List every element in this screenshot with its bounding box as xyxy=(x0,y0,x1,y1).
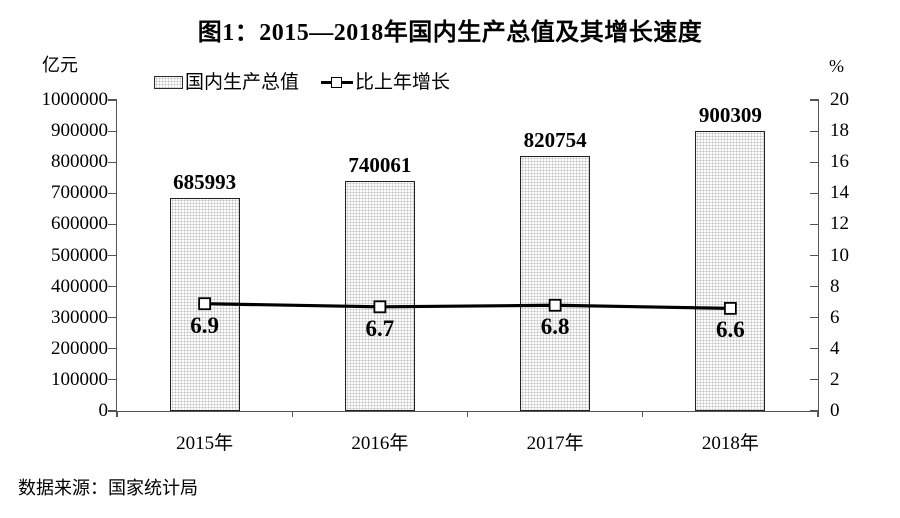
right-axis-tick-label: 14 xyxy=(830,182,849,204)
gdp-bar-value-label: 740061 xyxy=(348,152,412,177)
left-axis-tick xyxy=(108,130,117,132)
gdp-bar xyxy=(344,180,415,411)
legend-item-growth: 比上年增长 xyxy=(321,73,450,92)
left-axis-tick-label: 500000 xyxy=(51,244,108,266)
gdp-bar-value-label: 820754 xyxy=(523,127,587,152)
right-axis-tick xyxy=(809,192,819,194)
right-axis-unit-label: % xyxy=(829,56,844,76)
legend-item-gdp: 国内生产总值 xyxy=(154,73,299,92)
right-axis-tick-label: 18 xyxy=(830,120,849,142)
right-axis-tick xyxy=(809,317,819,319)
right-axis-line xyxy=(817,100,819,413)
left-axis-tick xyxy=(108,317,117,319)
right-axis-tick xyxy=(809,410,819,412)
right-axis-tick xyxy=(809,130,819,132)
growth-value-label: 6.6 xyxy=(716,317,745,343)
legend: 国内生产总值 比上年增长 xyxy=(154,73,450,92)
right-axis-tick-label: 20 xyxy=(830,89,849,110)
left-axis-tick xyxy=(108,223,117,225)
line-swatch-icon xyxy=(321,76,354,89)
right-axis-tick xyxy=(809,223,819,225)
x-category-label: 2018年 xyxy=(701,433,759,454)
gdp-bar xyxy=(169,197,240,411)
x-category-label: 2016年 xyxy=(351,433,409,454)
left-axis-tick-label: 100000 xyxy=(51,368,108,390)
right-axis-tick-label: 0 xyxy=(830,400,840,421)
x-category-label: 2017年 xyxy=(526,433,584,454)
growth-value-label: 6.9 xyxy=(190,312,219,338)
right-axis-tick-label: 16 xyxy=(830,151,849,173)
gdp-bar-value-label: 900309 xyxy=(698,103,762,127)
right-axis-tick-label: 4 xyxy=(830,337,840,359)
left-axis-tick-label: 700000 xyxy=(51,182,108,204)
x-axis-tick xyxy=(116,412,118,417)
left-axis-tick-label: 600000 xyxy=(51,213,108,235)
left-axis-tick xyxy=(108,192,117,194)
left-axis-tick-label: 900000 xyxy=(51,120,108,142)
source-note: 数据来源：国家统计局 xyxy=(18,478,198,498)
left-axis-tick xyxy=(108,348,117,350)
right-axis-tick xyxy=(809,254,819,257)
right-axis-tick-label: 2 xyxy=(830,368,840,390)
gdp-bar xyxy=(520,155,591,411)
left-axis-line xyxy=(115,100,117,413)
right-axis-tick-label: 8 xyxy=(830,275,840,297)
left-axis-tick xyxy=(108,410,117,412)
right-axis-tick xyxy=(809,379,819,381)
gdp-bar-value-label: 685993 xyxy=(173,169,237,194)
x-axis-tick xyxy=(817,412,819,417)
x-axis-tick xyxy=(291,412,293,417)
left-axis-unit-label: 亿元 xyxy=(42,55,78,75)
legend-growth-label: 比上年增长 xyxy=(355,72,451,93)
left-axis-tick-label: 0 xyxy=(98,400,109,421)
left-axis-tick-label: 400000 xyxy=(51,275,108,297)
x-category-label: 2015年 xyxy=(176,433,234,454)
right-axis-tick xyxy=(809,161,819,163)
legend-gdp-label: 国内生产总值 xyxy=(185,72,300,93)
right-axis-tick xyxy=(809,286,819,288)
x-axis-tick xyxy=(466,412,469,417)
growth-value-label: 6.7 xyxy=(365,315,395,341)
left-axis-tick-label: 200000 xyxy=(51,337,108,359)
left-axis-tick xyxy=(108,379,117,381)
chart-title: 图1：2015—2018年国内生产总值及其增长速度 xyxy=(197,20,703,46)
right-axis-tick-label: 10 xyxy=(830,244,849,266)
x-axis-line xyxy=(115,410,819,412)
right-axis-tick xyxy=(809,348,819,350)
left-axis-tick-label: 1000000 xyxy=(41,89,109,110)
bar-swatch-icon xyxy=(154,76,183,89)
growth-line xyxy=(204,302,731,310)
left-axis-tick-label: 300000 xyxy=(51,306,108,328)
gdp-bar xyxy=(695,131,766,411)
right-axis-tick-label: 12 xyxy=(830,213,849,235)
growth-value-label: 6.8 xyxy=(540,314,570,340)
x-axis-tick xyxy=(642,412,644,417)
right-axis-tick-label: 6 xyxy=(830,306,840,328)
right-axis-tick xyxy=(809,99,819,101)
left-axis-tick xyxy=(108,254,117,257)
left-axis-tick xyxy=(108,99,117,101)
left-axis-tick xyxy=(108,161,117,163)
left-axis-tick xyxy=(108,286,117,288)
left-axis-tick-label: 800000 xyxy=(51,151,108,173)
